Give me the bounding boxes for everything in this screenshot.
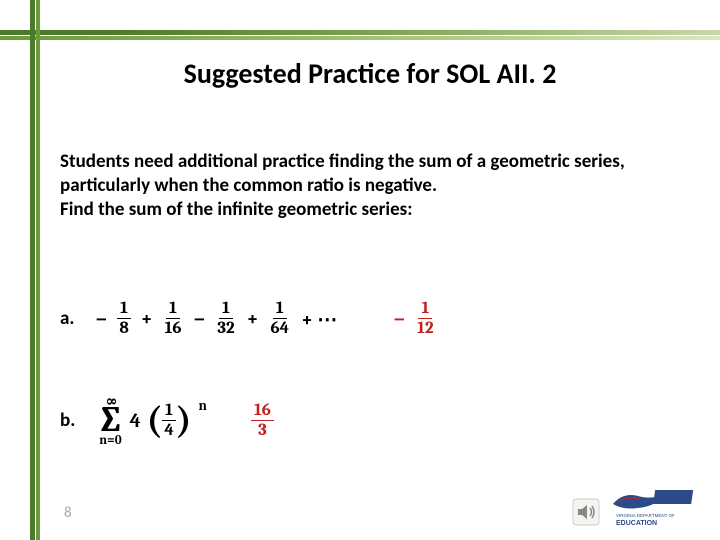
num-2: 1	[219, 300, 233, 319]
frac-1: 1 16	[162, 300, 185, 337]
tail-a: + ⋯	[298, 307, 340, 331]
num-1: 1	[166, 300, 180, 319]
logo-text-2: EDUCATION	[616, 520, 657, 526]
num-0: 1	[117, 300, 131, 319]
top-border	[0, 30, 720, 42]
sigma: 8 ∑ n=0	[97, 395, 123, 447]
item-a: a. − 1 8 + 1 16 − 1 32 + 1 64 + ⋯ − 1 12	[60, 300, 437, 337]
rparen: )	[177, 408, 192, 433]
sigma-coef: 4	[130, 409, 141, 432]
sign-1: +	[138, 307, 156, 330]
series-a: − 1 8 + 1 16 − 1 32 + 1 64 + ⋯	[92, 300, 340, 337]
frac-0: 1 8	[116, 300, 131, 337]
page-number: 8	[64, 504, 72, 522]
answer-a-den: 12	[414, 319, 436, 337]
speaker-icon	[572, 498, 600, 526]
den-1: 16	[162, 319, 185, 337]
page-title: Suggested Practice for SOL AII. 2	[70, 56, 670, 91]
intro-line2: Find the sum of the infinite geometric s…	[60, 198, 412, 221]
left-border	[30, 0, 42, 540]
frac-2: 1 32	[214, 300, 237, 337]
answer-a-sign: −	[390, 307, 408, 330]
label-a: a.	[60, 307, 74, 330]
lparen: (	[147, 408, 162, 433]
sigma-den: 4	[161, 421, 176, 439]
top-border-dark	[0, 30, 720, 35]
answer-b-den: 3	[255, 421, 270, 439]
sign-2: −	[191, 307, 209, 330]
sigma-upper: 8	[104, 398, 117, 405]
answer-b-num: 16	[251, 402, 274, 421]
sigma-num: 1	[162, 402, 176, 421]
sigma-paren: ( 1 4 )	[147, 402, 192, 439]
left-border-light	[36, 0, 40, 540]
logo-text-1: VIRGINIA DEPARTMENT OF	[616, 513, 675, 518]
answer-a-num: 1	[418, 300, 432, 319]
sigma-exp: n	[198, 397, 206, 414]
label-b: b.	[60, 409, 75, 432]
series-b: 8 ∑ n=0 4 ( 1 4 ) n	[97, 395, 207, 447]
answer-b: 16 3	[251, 402, 274, 439]
top-border-light	[0, 36, 720, 40]
num-3: 1	[273, 300, 287, 319]
den-2: 32	[214, 319, 237, 337]
den-0: 8	[116, 319, 131, 337]
vdoe-logo: VIRGINIA DEPARTMENT OF EDUCATION	[608, 484, 698, 526]
answer-a-frac: 1 12	[414, 300, 436, 337]
intro-text: Students need additional practice findin…	[60, 150, 660, 221]
sigma-lower: n=0	[99, 434, 121, 447]
frac-3: 1 64	[268, 300, 293, 337]
sign-3: +	[244, 307, 262, 330]
intro-line1: Students need additional practice findin…	[60, 150, 625, 197]
sigma-frac: 1 4	[161, 402, 176, 439]
sigma-symbol: ∑	[97, 406, 123, 435]
left-border-dark	[30, 0, 35, 540]
item-b: b. 8 ∑ n=0 4 ( 1 4 ) n 16 3	[60, 395, 274, 447]
answer-b-frac: 16 3	[251, 402, 274, 439]
den-3: 64	[268, 319, 293, 337]
answer-a: − 1 12	[390, 300, 436, 337]
sign-0: −	[92, 307, 110, 330]
